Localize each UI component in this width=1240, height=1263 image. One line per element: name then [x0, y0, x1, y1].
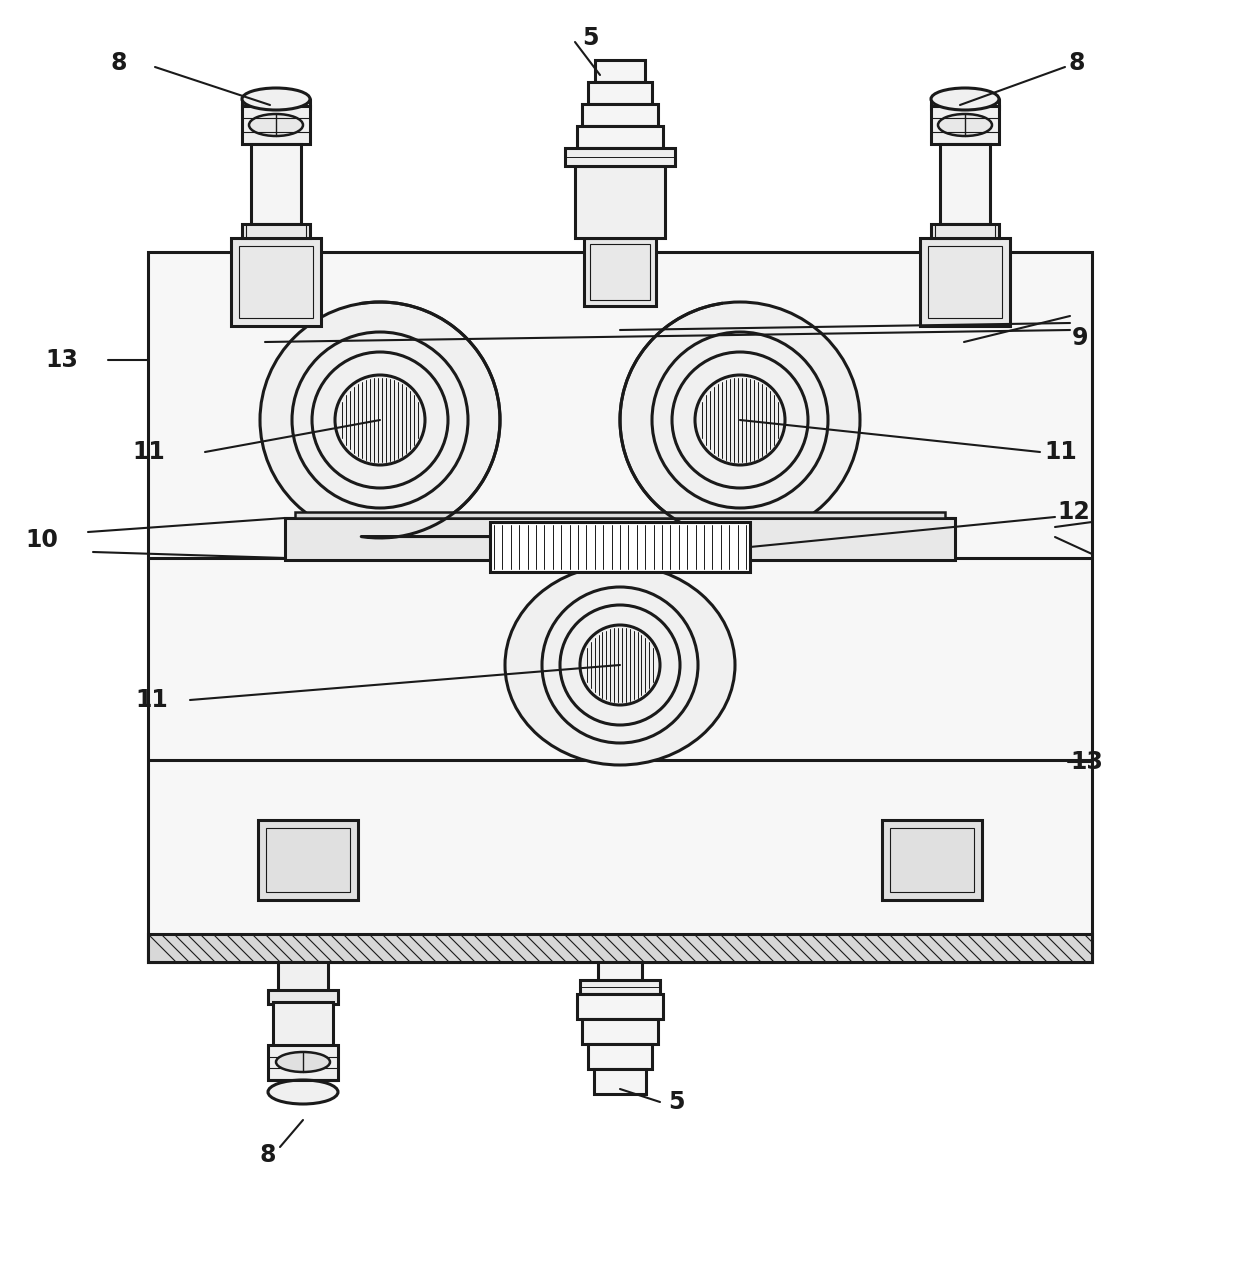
Ellipse shape	[277, 1052, 330, 1072]
Text: 8: 8	[110, 51, 126, 75]
Bar	[231, 237, 321, 326]
Bar	[931, 106, 999, 144]
Text: 11: 11	[135, 688, 167, 712]
Text: 12: 12	[1056, 500, 1090, 524]
Bar	[575, 165, 665, 237]
Text: 10: 10	[25, 528, 58, 552]
Bar	[584, 237, 656, 306]
Bar	[588, 1045, 652, 1068]
Text: 13: 13	[1070, 750, 1102, 774]
Bar	[242, 106, 310, 144]
Bar	[594, 1068, 646, 1094]
Bar	[577, 994, 663, 1019]
Bar	[580, 980, 660, 994]
Text: 9: 9	[1073, 326, 1089, 350]
Bar	[577, 126, 663, 148]
Bar	[242, 224, 310, 237]
Bar	[295, 512, 945, 518]
Bar	[931, 224, 999, 237]
Ellipse shape	[242, 88, 310, 110]
Bar	[285, 518, 955, 560]
Bar	[250, 144, 301, 224]
Bar	[258, 820, 358, 901]
Text: 11: 11	[133, 440, 165, 464]
Bar	[148, 935, 1092, 962]
Bar	[148, 253, 1092, 962]
Ellipse shape	[260, 302, 500, 538]
Text: 13: 13	[45, 349, 78, 373]
Bar	[920, 237, 1011, 326]
Ellipse shape	[249, 114, 303, 136]
Bar	[267, 829, 350, 892]
Bar	[882, 820, 982, 901]
Bar	[278, 962, 329, 991]
Ellipse shape	[931, 88, 999, 110]
Bar	[595, 61, 645, 82]
Bar	[490, 522, 750, 572]
Bar	[268, 1045, 339, 1080]
Bar	[590, 244, 650, 301]
Text: 8: 8	[1068, 51, 1085, 75]
Bar	[582, 104, 658, 126]
Text: 5: 5	[582, 27, 599, 51]
Ellipse shape	[620, 302, 861, 538]
Bar	[598, 962, 642, 983]
Text: 8: 8	[259, 1143, 277, 1167]
Text: 11: 11	[1044, 440, 1076, 464]
Bar	[582, 1019, 658, 1045]
Ellipse shape	[937, 114, 992, 136]
Bar	[273, 1002, 334, 1047]
Ellipse shape	[505, 565, 735, 765]
Bar	[239, 246, 312, 318]
Bar	[940, 144, 990, 224]
Bar	[928, 246, 1002, 318]
Text: 5: 5	[668, 1090, 684, 1114]
Ellipse shape	[268, 1080, 339, 1104]
Bar	[588, 82, 652, 104]
Bar	[268, 990, 339, 1004]
Bar	[565, 148, 675, 165]
Bar	[890, 829, 973, 892]
